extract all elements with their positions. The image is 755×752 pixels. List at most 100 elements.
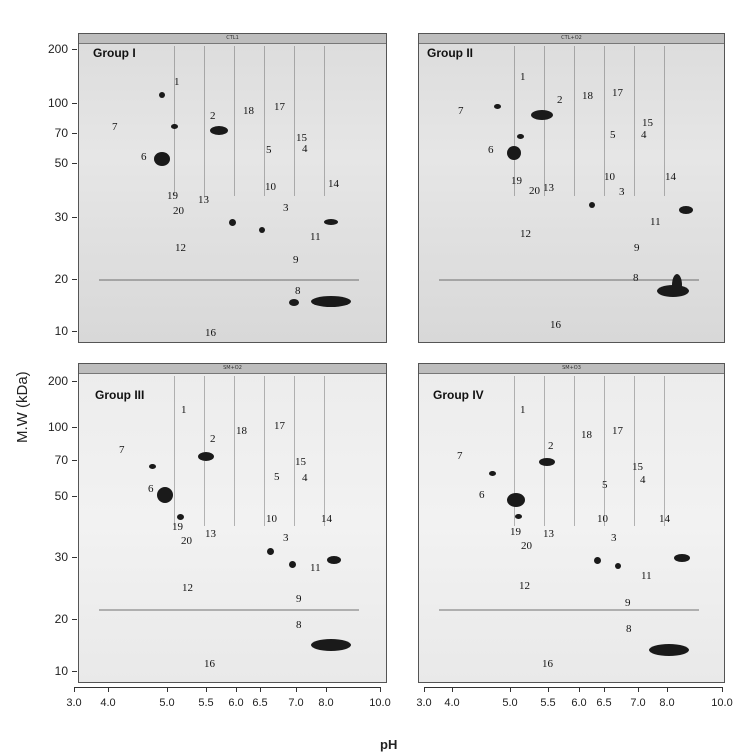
protein-spot xyxy=(515,514,522,519)
spot-label: 7 xyxy=(112,121,118,133)
gel-streak xyxy=(634,46,635,196)
x-left-tick-mark xyxy=(206,687,207,692)
panel-tab: SM+O2 xyxy=(79,364,386,374)
spot-label: 19 xyxy=(511,175,522,187)
x-right-tick-label: 6.0 xyxy=(571,697,587,709)
y-axis-label: M.W (kDa) xyxy=(14,371,31,443)
spot-label: 16 xyxy=(205,327,216,339)
x-left-tick-mark xyxy=(326,687,327,692)
x-left-tick-label: 6.0 xyxy=(228,697,244,709)
y-lower-tick-mark xyxy=(72,460,77,461)
protein-spot xyxy=(507,493,525,507)
y-upper-tick-mark xyxy=(72,331,77,332)
y-lower-tick-label: 10 xyxy=(54,664,68,678)
protein-spot xyxy=(672,274,682,296)
spot-label: 19 xyxy=(172,521,183,533)
spot-label: 5 xyxy=(274,471,280,483)
panel-tab: CTL1 xyxy=(79,34,386,44)
x-left-tick-mark xyxy=(108,687,109,692)
y-upper-tick-mark xyxy=(72,279,77,280)
spot-label: 12 xyxy=(520,228,531,240)
spot-label: 1 xyxy=(520,71,526,83)
x-right-tick-mark xyxy=(638,687,639,692)
spot-label: 8 xyxy=(626,623,632,635)
spot-label: 13 xyxy=(198,194,209,206)
gel-streak xyxy=(204,46,205,196)
gel-streak xyxy=(574,376,575,526)
x-right-tick-label: 4.0 xyxy=(444,697,460,709)
gel-streak xyxy=(324,376,325,526)
gel-streak xyxy=(574,46,575,196)
protein-spot xyxy=(210,126,228,135)
spot-label: 13 xyxy=(543,528,554,540)
x-left-tick-label: 6.5 xyxy=(252,697,268,709)
protein-spot xyxy=(539,458,555,466)
gel-streak xyxy=(174,46,175,196)
spot-label: 3 xyxy=(283,532,289,544)
x-right-tick-label: 8.0 xyxy=(659,697,675,709)
protein-spot xyxy=(289,299,299,306)
spot-label: 13 xyxy=(205,528,216,540)
x-left-tick-mark xyxy=(74,687,75,692)
spot-label: 7 xyxy=(119,444,125,456)
protein-spot xyxy=(679,206,693,214)
spot-label: 14 xyxy=(665,171,676,183)
y-lower-tick-mark xyxy=(72,496,77,497)
spot-label: 6 xyxy=(479,489,485,501)
spot-label: 3 xyxy=(611,532,617,544)
x-left-tick-mark xyxy=(167,687,168,692)
protein-spot xyxy=(507,146,521,160)
x-left-tick-label: 3.0 xyxy=(66,697,82,709)
spot-label: 16 xyxy=(204,658,215,670)
spot-label: 4 xyxy=(302,472,308,484)
protein-spot xyxy=(327,556,341,564)
y-lower-tick-mark xyxy=(72,671,77,672)
x-left-axis-line xyxy=(74,687,380,688)
x-right-tick-mark xyxy=(510,687,511,692)
spot-label: 12 xyxy=(182,582,193,594)
gel-streak xyxy=(234,46,235,196)
gel-streak xyxy=(544,376,545,526)
panel-title: Group IV xyxy=(433,388,484,402)
spot-label: 16 xyxy=(542,658,553,670)
spot-label: 17 xyxy=(274,101,285,113)
x-left-tick-label: 4.0 xyxy=(100,697,116,709)
spot-label: 9 xyxy=(634,242,640,254)
protein-spot xyxy=(229,219,236,226)
gel-band xyxy=(439,279,699,281)
spot-label: 14 xyxy=(328,178,339,190)
spot-label: 1 xyxy=(181,404,187,416)
x-right-tick-mark xyxy=(722,687,723,692)
y-upper-tick-label: 100 xyxy=(47,96,68,110)
y-upper-tick-label: 50 xyxy=(54,156,68,170)
protein-spot xyxy=(311,639,351,651)
spot-label: 5 xyxy=(266,144,272,156)
spot-label: 9 xyxy=(296,593,302,605)
y-lower-tick-mark xyxy=(72,619,77,620)
spot-label: 2 xyxy=(210,433,216,445)
x-left-tick-mark xyxy=(236,687,237,692)
gel-streak xyxy=(174,376,175,526)
spot-label: 5 xyxy=(610,129,616,141)
spot-label: 7 xyxy=(457,450,463,462)
protein-spot xyxy=(171,124,178,129)
spot-label: 3 xyxy=(619,186,625,198)
x-right-tick-label: 5.5 xyxy=(540,697,556,709)
protein-spot xyxy=(324,219,338,225)
spot-label: 3 xyxy=(283,202,289,214)
spot-label: 1 xyxy=(520,404,526,416)
spot-label: 17 xyxy=(274,420,285,432)
spot-label: 7 xyxy=(458,105,464,117)
y-upper-tick-label: 10 xyxy=(54,324,68,338)
spot-label: 20 xyxy=(181,535,192,547)
gel-streak xyxy=(544,46,545,196)
gel-band xyxy=(99,279,359,281)
spot-label: 10 xyxy=(597,513,608,525)
spot-label: 11 xyxy=(310,231,321,243)
spot-label: 11 xyxy=(650,216,661,228)
x-right-tick-label: 10.0 xyxy=(711,697,733,709)
spot-label: 8 xyxy=(633,272,639,284)
x-left-tick-label: 8.0 xyxy=(318,697,334,709)
spot-label: 15 xyxy=(296,132,307,144)
y-upper-tick-mark xyxy=(72,103,77,104)
